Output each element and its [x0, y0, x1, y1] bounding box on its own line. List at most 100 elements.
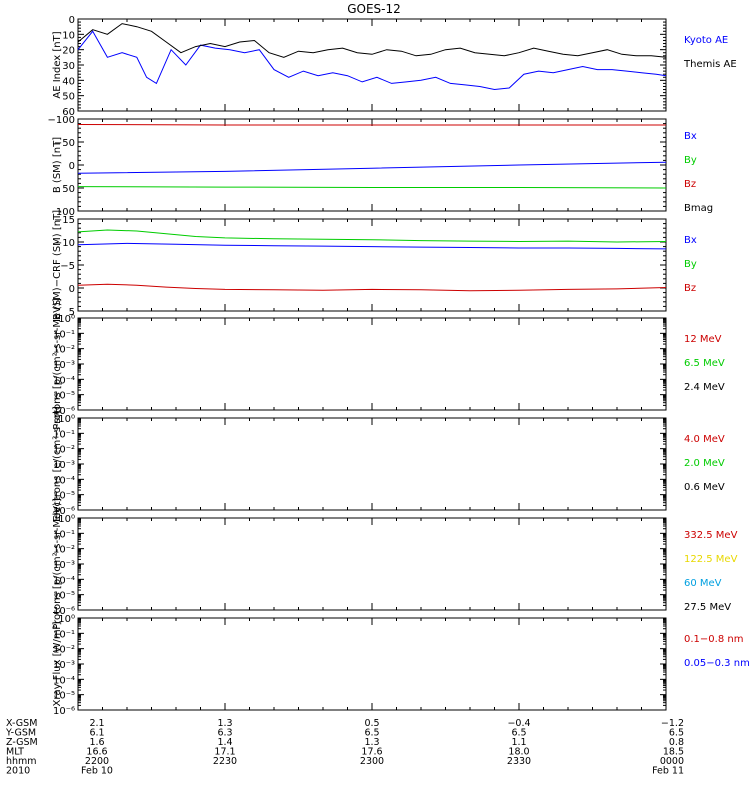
footer-value: 2200: [85, 756, 109, 767]
legend-entry-4-0-mev: 4.0 MeV: [684, 434, 725, 445]
footer-value: 2300: [360, 756, 384, 767]
y-tick-label: 10⁰: [58, 614, 75, 625]
panel-frame: [77, 18, 667, 112]
legend-entry-0-1-0-8-nm: 0.1−0.8 nm: [684, 634, 743, 645]
legend-entry-60-mev: 60 MeV: [684, 578, 722, 589]
legend-entry-6-5-mev: 6.5 MeV: [684, 358, 725, 369]
panel-frame: [77, 517, 667, 611]
y-tick-label: 10⁻⁵: [53, 391, 75, 402]
y-tick-label: 10⁻¹: [53, 529, 75, 540]
y-tick-label: 10⁻⁴: [53, 575, 75, 586]
legend-entry-bmag: Bmag: [684, 203, 713, 214]
y-tick-label: 10⁻⁵: [53, 491, 75, 502]
footer-value: 2230: [213, 756, 237, 767]
y-tick-label: −10: [54, 238, 75, 249]
footer-value: 6.5: [669, 728, 684, 739]
y-tick-label: 10⁻⁵: [53, 691, 75, 702]
y-tick-label: 10⁻⁶: [53, 506, 75, 517]
y-tick-label: 10⁻³: [53, 660, 75, 671]
footer-value: Feb 11: [652, 766, 684, 777]
series-line-by: [77, 229, 667, 243]
panel-1: 0 10 20 30 40 50 60 AE Index [nT] Kyoto AE Themis…: [52, 15, 737, 118]
footer-value: 1.6: [89, 737, 104, 748]
y-tick-label: 40: [62, 76, 75, 87]
y-tick-label: 10⁻¹: [53, 629, 75, 640]
y-tick-label: 10⁻¹: [53, 329, 75, 340]
y-tick-label: 10: [62, 30, 75, 41]
y-tick-label: 10⁻⁴: [53, 475, 75, 486]
footer-value: 6.3: [217, 728, 232, 739]
y-tick-label: 50: [62, 184, 75, 195]
y-tick-label: 10⁻³: [53, 460, 75, 471]
footer-label-x-gsm: X-GSM: [6, 718, 37, 729]
footer-value: −0.4: [507, 718, 530, 729]
footer-value: Feb 10: [81, 766, 113, 777]
footer-value: 6.5: [364, 728, 379, 739]
series-line-by: [77, 186, 667, 189]
legend-entry-122-5-mev: 122.5 MeV: [684, 554, 738, 565]
y-tick-label: 10⁻⁴: [53, 375, 75, 386]
series-line-bz: [77, 283, 667, 292]
y-tick-label: 10⁻⁶: [53, 606, 75, 617]
panel-frame: [77, 617, 667, 711]
y-tick-label: 100: [56, 207, 75, 218]
y-axis-label: B (SM)−CRF (SM) [nT]: [52, 210, 63, 320]
footer-value: 17.1: [214, 747, 235, 758]
footer-value: 0.5: [364, 718, 379, 729]
y-tick-label: −5: [60, 261, 75, 272]
y-tick-label: 10⁻²: [53, 345, 75, 356]
footer-value: 6.5: [511, 728, 526, 739]
y-axis-label: Protons [p/(cm²-s-sr-MeV)]: [52, 498, 63, 630]
series-line-bx: [77, 242, 667, 250]
legend-entry-kyoto-ae: Kyoto AE: [684, 35, 728, 46]
footer-value: 2330: [507, 756, 531, 767]
series-line-bx: [77, 161, 667, 174]
panels: 0 10 20 30 40 50 60 AE Index [nT] Kyoto AE Themis…: [48, 15, 750, 717]
footer-value: −1.2: [661, 718, 684, 729]
legend-entry-0-05-0-3-nm: 0.05−0.3 nm: [684, 658, 750, 669]
y-tick-label: 30: [62, 61, 75, 72]
y-tick-label: 10⁻⁴: [53, 675, 75, 686]
footer-value: 0000: [660, 756, 684, 767]
y-tick-label: 10⁻⁶: [53, 706, 75, 717]
y-tick-label: −50: [54, 138, 75, 149]
panel-frame: [77, 417, 667, 511]
y-tick-label: −100: [48, 115, 75, 126]
footer-value: 16.6: [86, 747, 107, 758]
y-tick-label: 10⁻¹: [53, 429, 75, 440]
y-tick-label: 20: [62, 46, 75, 57]
footer-value: 18.0: [508, 747, 529, 758]
footer-ephemeris: X-GSM 2.1 1.3 0.5 −0.4 −1.2 Y-GSM 6.1 6.3 6.5 6.5 6…: [5, 718, 684, 777]
panel-frame: [77, 118, 667, 212]
y-tick-label: 0: [69, 284, 75, 295]
y-tick-label: 10⁻⁶: [53, 406, 75, 417]
panel-2: −100 −50 0 50 100 B (SM) [nT] Bx By Bz Bmag: [48, 115, 714, 218]
legend-entry-0-6-mev: 0.6 MeV: [684, 482, 725, 493]
y-tick-label: 60: [62, 107, 75, 118]
y-tick-label: −15: [54, 215, 75, 226]
y-axis-label: Protons [p/(cm²-s-sr-MeV)]: [52, 298, 63, 430]
y-axis-label: B (SM) [nT]: [52, 137, 63, 193]
y-tick-label: 50: [62, 92, 75, 103]
y-axis-label: AE Index [nT]: [52, 31, 63, 98]
y-tick-label: 10⁻³: [53, 360, 75, 371]
footer-value: 1.3: [217, 718, 232, 729]
series-line-themis-ae: [77, 23, 667, 58]
legend-entry-themis-ae: Themis AE: [683, 59, 737, 70]
footer-value: 0.8: [669, 737, 684, 748]
y-tick-label: 10⁰: [58, 414, 75, 425]
footer-label-hhmm: hhmm: [6, 756, 37, 767]
y-axis-label: Electrons [e/(cm²-s-sr)]: [52, 406, 63, 522]
y-tick-label: 10⁰: [58, 314, 75, 325]
series-line-kyoto-ae: [77, 30, 667, 91]
series-line-bz: [77, 124, 666, 126]
y-tick-label: 10⁻³: [53, 560, 75, 571]
footer-value: 2.1: [89, 718, 104, 729]
y-tick-label: 10⁻²: [53, 445, 75, 456]
footer-value: 17.6: [361, 747, 382, 758]
y-tick-label: 10⁻²: [53, 645, 75, 656]
